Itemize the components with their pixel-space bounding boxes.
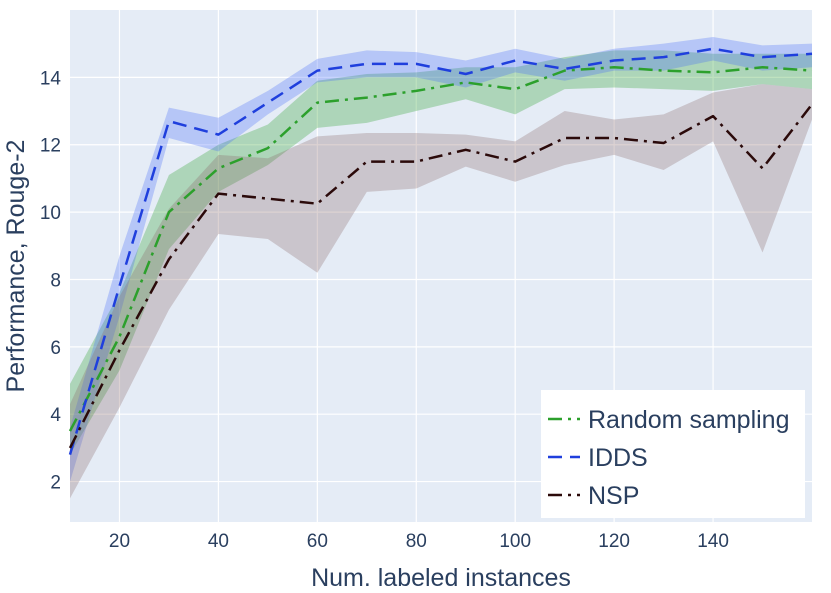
legend: Random sampling IDDS NSP	[541, 390, 805, 518]
y-tick-label: 2	[50, 473, 61, 494]
x-tick-label: 120	[598, 531, 630, 552]
series-line-0	[68, 66, 813, 432]
y-tick-label: 4	[50, 405, 61, 426]
x-axis-title: Num. labeled instances	[311, 564, 571, 592]
x-tick-label: 80	[406, 531, 427, 552]
legend-label-1: IDDS	[588, 444, 648, 472]
x-tick-label: 100	[499, 531, 531, 552]
y-tick-label: 6	[50, 338, 61, 359]
legend-label-2: NSP	[588, 482, 639, 510]
x-tick-label: 20	[109, 531, 130, 552]
y-tick-label: 14	[40, 68, 62, 89]
confidence-bands	[70, 36, 812, 499]
y-axis-title: Performance, Rouge-2	[2, 140, 30, 393]
legend-label-0: Random sampling	[588, 406, 790, 434]
legend-box	[541, 390, 805, 518]
grid	[70, 10, 812, 522]
y-tick-label: 10	[40, 203, 61, 224]
x-axis-ticks: 20 40 60 80 100 120 140	[109, 531, 729, 552]
series-line-1	[68, 47, 813, 455]
series-line-2	[68, 103, 813, 449]
series-lines	[68, 47, 813, 455]
band-0	[70, 50, 812, 455]
x-tick-label: 40	[208, 531, 229, 552]
x-tick-label: 60	[307, 531, 328, 552]
y-tick-label: 12	[40, 136, 61, 157]
y-axis-ticks: 2 4 6 8 10 12 14	[40, 68, 62, 493]
x-tick-label: 140	[697, 531, 729, 552]
band-2	[70, 84, 812, 499]
y-tick-label: 8	[50, 270, 61, 291]
